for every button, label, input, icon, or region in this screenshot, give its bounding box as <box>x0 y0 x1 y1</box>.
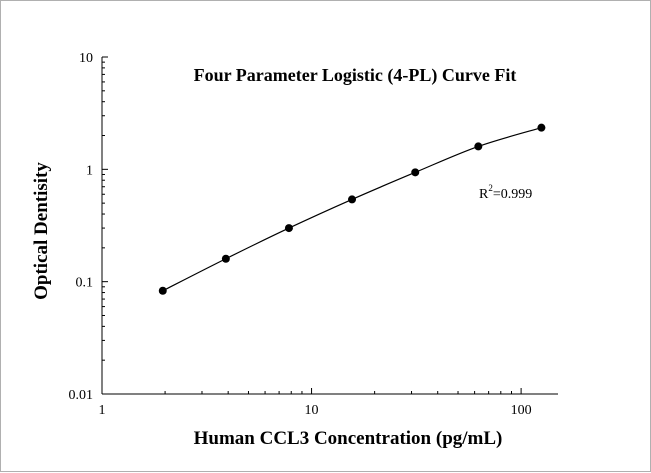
r-squared-annotation: R2=0.999 <box>479 183 532 202</box>
x-tick-label: 10 <box>305 403 319 418</box>
x-tick-label: 100 <box>511 403 532 418</box>
data-point <box>284 224 293 233</box>
y-tick-label: 0.01 <box>69 388 94 403</box>
fit-curve <box>162 127 542 292</box>
data-point <box>411 168 420 177</box>
data-point <box>474 142 483 151</box>
y-axis-title: Optical Dentisity <box>31 162 52 300</box>
chart-title: Four Parameter Logistic (4-PL) Curve Fit <box>194 65 517 86</box>
data-point <box>221 254 230 263</box>
y-tick-label: 10 <box>79 51 93 66</box>
data-point <box>537 123 546 132</box>
r-squared-value: =0.999 <box>493 187 532 202</box>
r-squared-base: R <box>479 187 489 202</box>
y-tick-label: 0.1 <box>76 276 94 291</box>
data-point <box>158 286 167 295</box>
data-point <box>348 195 357 204</box>
x-tick-label: 1 <box>99 403 106 418</box>
x-axis-title: Human CCL3 Concentration (pg/mL) <box>194 428 503 449</box>
y-tick-label: 1 <box>86 163 93 178</box>
r-squared-superscript: 2 <box>488 183 493 193</box>
